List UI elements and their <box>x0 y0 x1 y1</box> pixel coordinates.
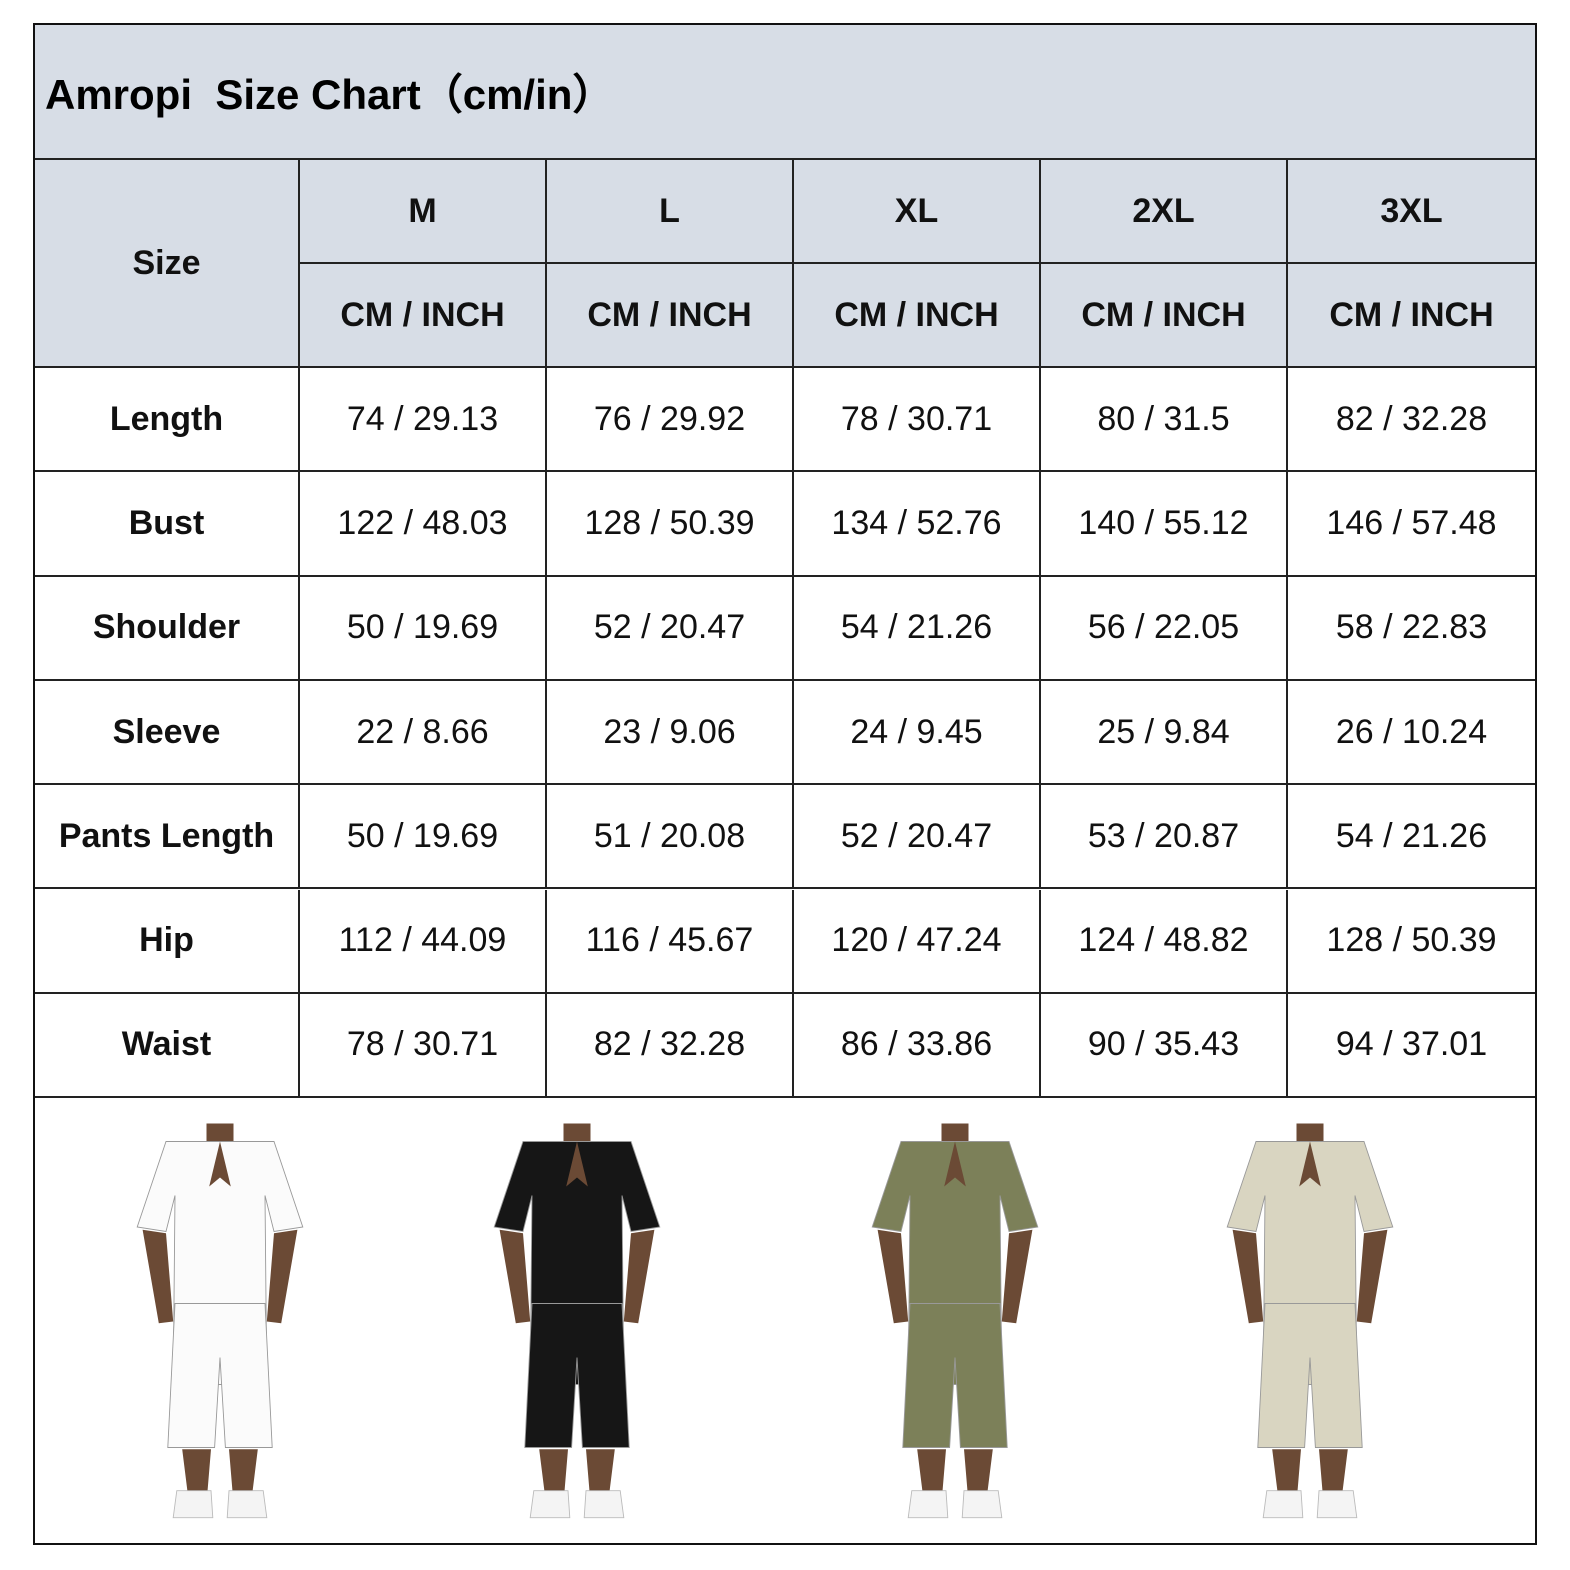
measurement: 53 / 20.87 <box>1041 785 1288 890</box>
size-name: 2XL <box>1041 160 1288 264</box>
row-label: Length <box>35 368 300 473</box>
title: Amropi Size Chart（cm/in） <box>35 25 1535 160</box>
measurement: 116 / 45.67 <box>547 889 794 994</box>
measurement: 54 / 21.26 <box>1288 785 1535 890</box>
measurement: 128 / 50.39 <box>1288 890 1535 994</box>
unit-label: CM / INCH <box>300 264 547 368</box>
measurement: 128 / 50.39 <box>547 472 794 577</box>
measurement: 140 / 55.12 <box>1041 472 1288 577</box>
size-name: M <box>300 160 547 264</box>
photo-olive <box>871 1122 1039 1519</box>
unit-label: CM / INCH <box>794 264 1041 368</box>
unit-label: CM / INCH <box>1288 264 1535 368</box>
measurement: 120 / 47.24 <box>794 889 1041 994</box>
measurement: 54 / 21.26 <box>794 576 1041 681</box>
row-label: Hip <box>35 889 300 994</box>
measurement: 122 / 48.03 <box>300 472 547 577</box>
photo-beige <box>1226 1122 1394 1519</box>
measurement: 23 / 9.06 <box>547 680 794 786</box>
unit-label: CM / INCH <box>1041 264 1288 368</box>
measurement: 50 / 19.69 <box>300 785 547 890</box>
row-label: Shoulder <box>35 576 300 681</box>
measurement: 86 / 33.86 <box>794 993 1041 1099</box>
unit-label: CM / INCH <box>547 264 794 368</box>
measurement: 26 / 10.24 <box>1288 681 1535 786</box>
measurement: 22 / 8.66 <box>300 680 547 786</box>
measurement: 58 / 22.83 <box>1288 577 1535 681</box>
measurement: 90 / 35.43 <box>1041 993 1288 1099</box>
measurement: 52 / 20.47 <box>794 785 1041 890</box>
measurement: 112 / 44.09 <box>300 889 547 994</box>
product-photos <box>136 1122 1394 1519</box>
measurement: 25 / 9.84 <box>1041 680 1288 786</box>
row-label: Sleeve <box>35 680 300 786</box>
measurement: 51 / 20.08 <box>547 785 794 890</box>
measurement: 124 / 48.82 <box>1041 889 1288 994</box>
measurement: 78 / 30.71 <box>300 993 547 1099</box>
size-name: L <box>547 160 794 264</box>
measurement: 50 / 19.69 <box>300 576 547 681</box>
measurement: 82 / 32.28 <box>1288 368 1535 473</box>
measurement: 56 / 22.05 <box>1041 576 1288 681</box>
size-chart: Amropi Size Chart（cm/in） Size M CM / INCH L… <box>33 23 1537 1545</box>
row-label: Pants Length <box>35 785 300 890</box>
measurement: 24 / 9.45 <box>794 680 1041 786</box>
measurement: 94 / 37.01 <box>1288 994 1535 1099</box>
measurement: 76 / 29.92 <box>547 368 794 473</box>
size-name: XL <box>794 160 1041 264</box>
row-label: Waist <box>35 993 300 1099</box>
photo-white <box>136 1122 304 1519</box>
measurement: 80 / 31.5 <box>1041 368 1288 473</box>
photo-black <box>493 1122 661 1519</box>
measurement: 134 / 52.76 <box>794 472 1041 577</box>
measurement: 78 / 30.71 <box>794 368 1041 473</box>
size-name: 3XL <box>1288 160 1535 264</box>
size-header: Size <box>35 160 300 368</box>
measurement: 146 / 57.48 <box>1288 472 1535 577</box>
measurement: 82 / 32.28 <box>547 993 794 1099</box>
measurement: 74 / 29.13 <box>300 368 547 473</box>
row-label: Bust <box>35 472 300 577</box>
measurement: 52 / 20.47 <box>547 576 794 681</box>
